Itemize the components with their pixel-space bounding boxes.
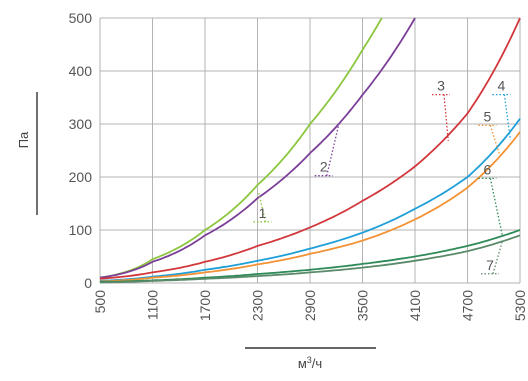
x-axis-label: м3/ч: [298, 355, 322, 371]
series-line-2: [99, 17, 416, 279]
x-tick-label-8: 5300: [512, 290, 528, 321]
x-tick-label-5: 3500: [355, 290, 371, 321]
x-tick-label-6: 4100: [407, 290, 423, 321]
grid: [99, 17, 521, 284]
x-tick-labels: 500 1100 1700 2300 2900 3500 4100 4700 5300: [92, 290, 528, 321]
y-tick-label-0: 0: [84, 275, 92, 291]
annotation-leader-5: [489, 125, 502, 159]
y-axis-label: Па: [16, 131, 31, 148]
x-axis-label-sup: 3: [307, 355, 312, 365]
series-line-7: [99, 234, 521, 284]
x-tick-label-7: 4700: [460, 290, 476, 321]
annotation-label-3: 3: [437, 78, 445, 94]
y-tick-label-5: 500: [69, 10, 93, 26]
y-tick-label-1: 100: [69, 222, 93, 238]
x-tick-label-4: 2900: [302, 290, 318, 321]
y-tick-label-2: 200: [69, 169, 93, 185]
series-line-4: [99, 118, 521, 282]
x-tick-label-3: 2300: [250, 290, 266, 321]
annotation-leader-6: [489, 178, 504, 237]
annotation-label-7: 7: [486, 257, 494, 273]
annotation-leader-1: [258, 192, 267, 222]
annotation-label-4: 4: [497, 78, 505, 94]
y-tick-label-3: 300: [69, 116, 93, 132]
annotation-leader-3: [443, 94, 449, 142]
series-line-5: [99, 131, 521, 283]
annotation-label-5: 5: [483, 108, 491, 124]
x-axis-label-tail: /ч: [312, 356, 322, 371]
x-tick-label-1: 1100: [145, 290, 161, 320]
annotation-label-6: 6: [483, 161, 491, 177]
series-group: [99, 17, 521, 284]
annotation-leader-7: [492, 240, 504, 274]
annotation-label-1: 1: [259, 205, 267, 221]
annotation-leader-4: [503, 94, 512, 140]
annotation-label-2: 2: [320, 159, 328, 175]
y-tick-labels: 0 100 200 300 400 500: [69, 10, 93, 291]
x-tick-label-2: 1700: [197, 290, 213, 321]
x-tick-label-0: 500: [92, 290, 108, 314]
series-line-1: [99, 17, 383, 279]
x-axis-label-base: м: [298, 356, 307, 371]
annotation-group: 1 2 3 45 6 7: [253, 78, 512, 275]
y-tick-label-4: 400: [69, 63, 93, 79]
series-line-3: [99, 17, 521, 280]
